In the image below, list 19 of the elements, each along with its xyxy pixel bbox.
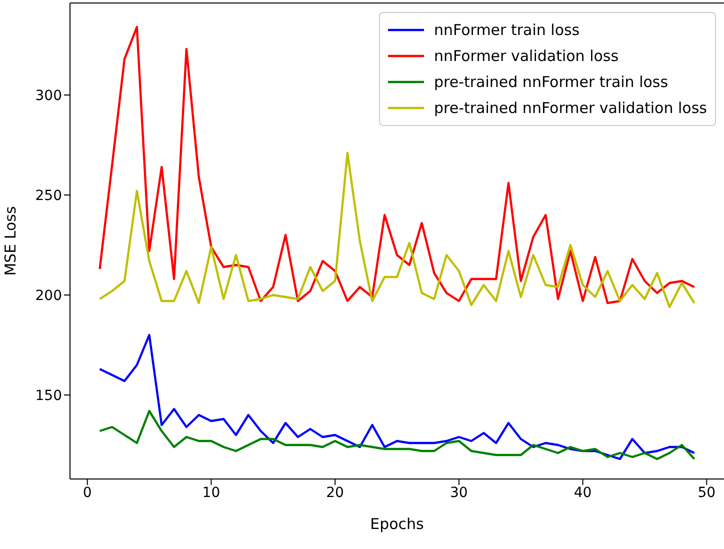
line-series [98, 334, 696, 460]
legend-label: pre-trained nnFormer train loss [434, 73, 668, 91]
x-tick-label: 0 [82, 484, 92, 501]
y-axis-title: MSE Loss [1, 206, 20, 276]
x-tick-label: 30 [450, 484, 468, 501]
line-series [98, 152, 696, 308]
y-tick-label: 250 [35, 188, 62, 204]
legend-label: nnFormer train loss [434, 21, 580, 39]
y-tick-label: 300 [35, 88, 62, 104]
y-tick-label: 150 [35, 388, 62, 404]
x-tick-label: 50 [698, 484, 716, 501]
x-tick-label: 20 [326, 484, 344, 501]
line-series [98, 410, 696, 460]
x-tick-label: 40 [574, 484, 592, 501]
x-axis-title: Epochs [370, 515, 424, 533]
legend-label: nnFormer validation loss [434, 47, 619, 65]
y-tick-label: 200 [35, 288, 62, 304]
x-tick-label: 10 [202, 484, 220, 501]
legend-label: pre-trained nnFormer validation loss [434, 99, 707, 117]
